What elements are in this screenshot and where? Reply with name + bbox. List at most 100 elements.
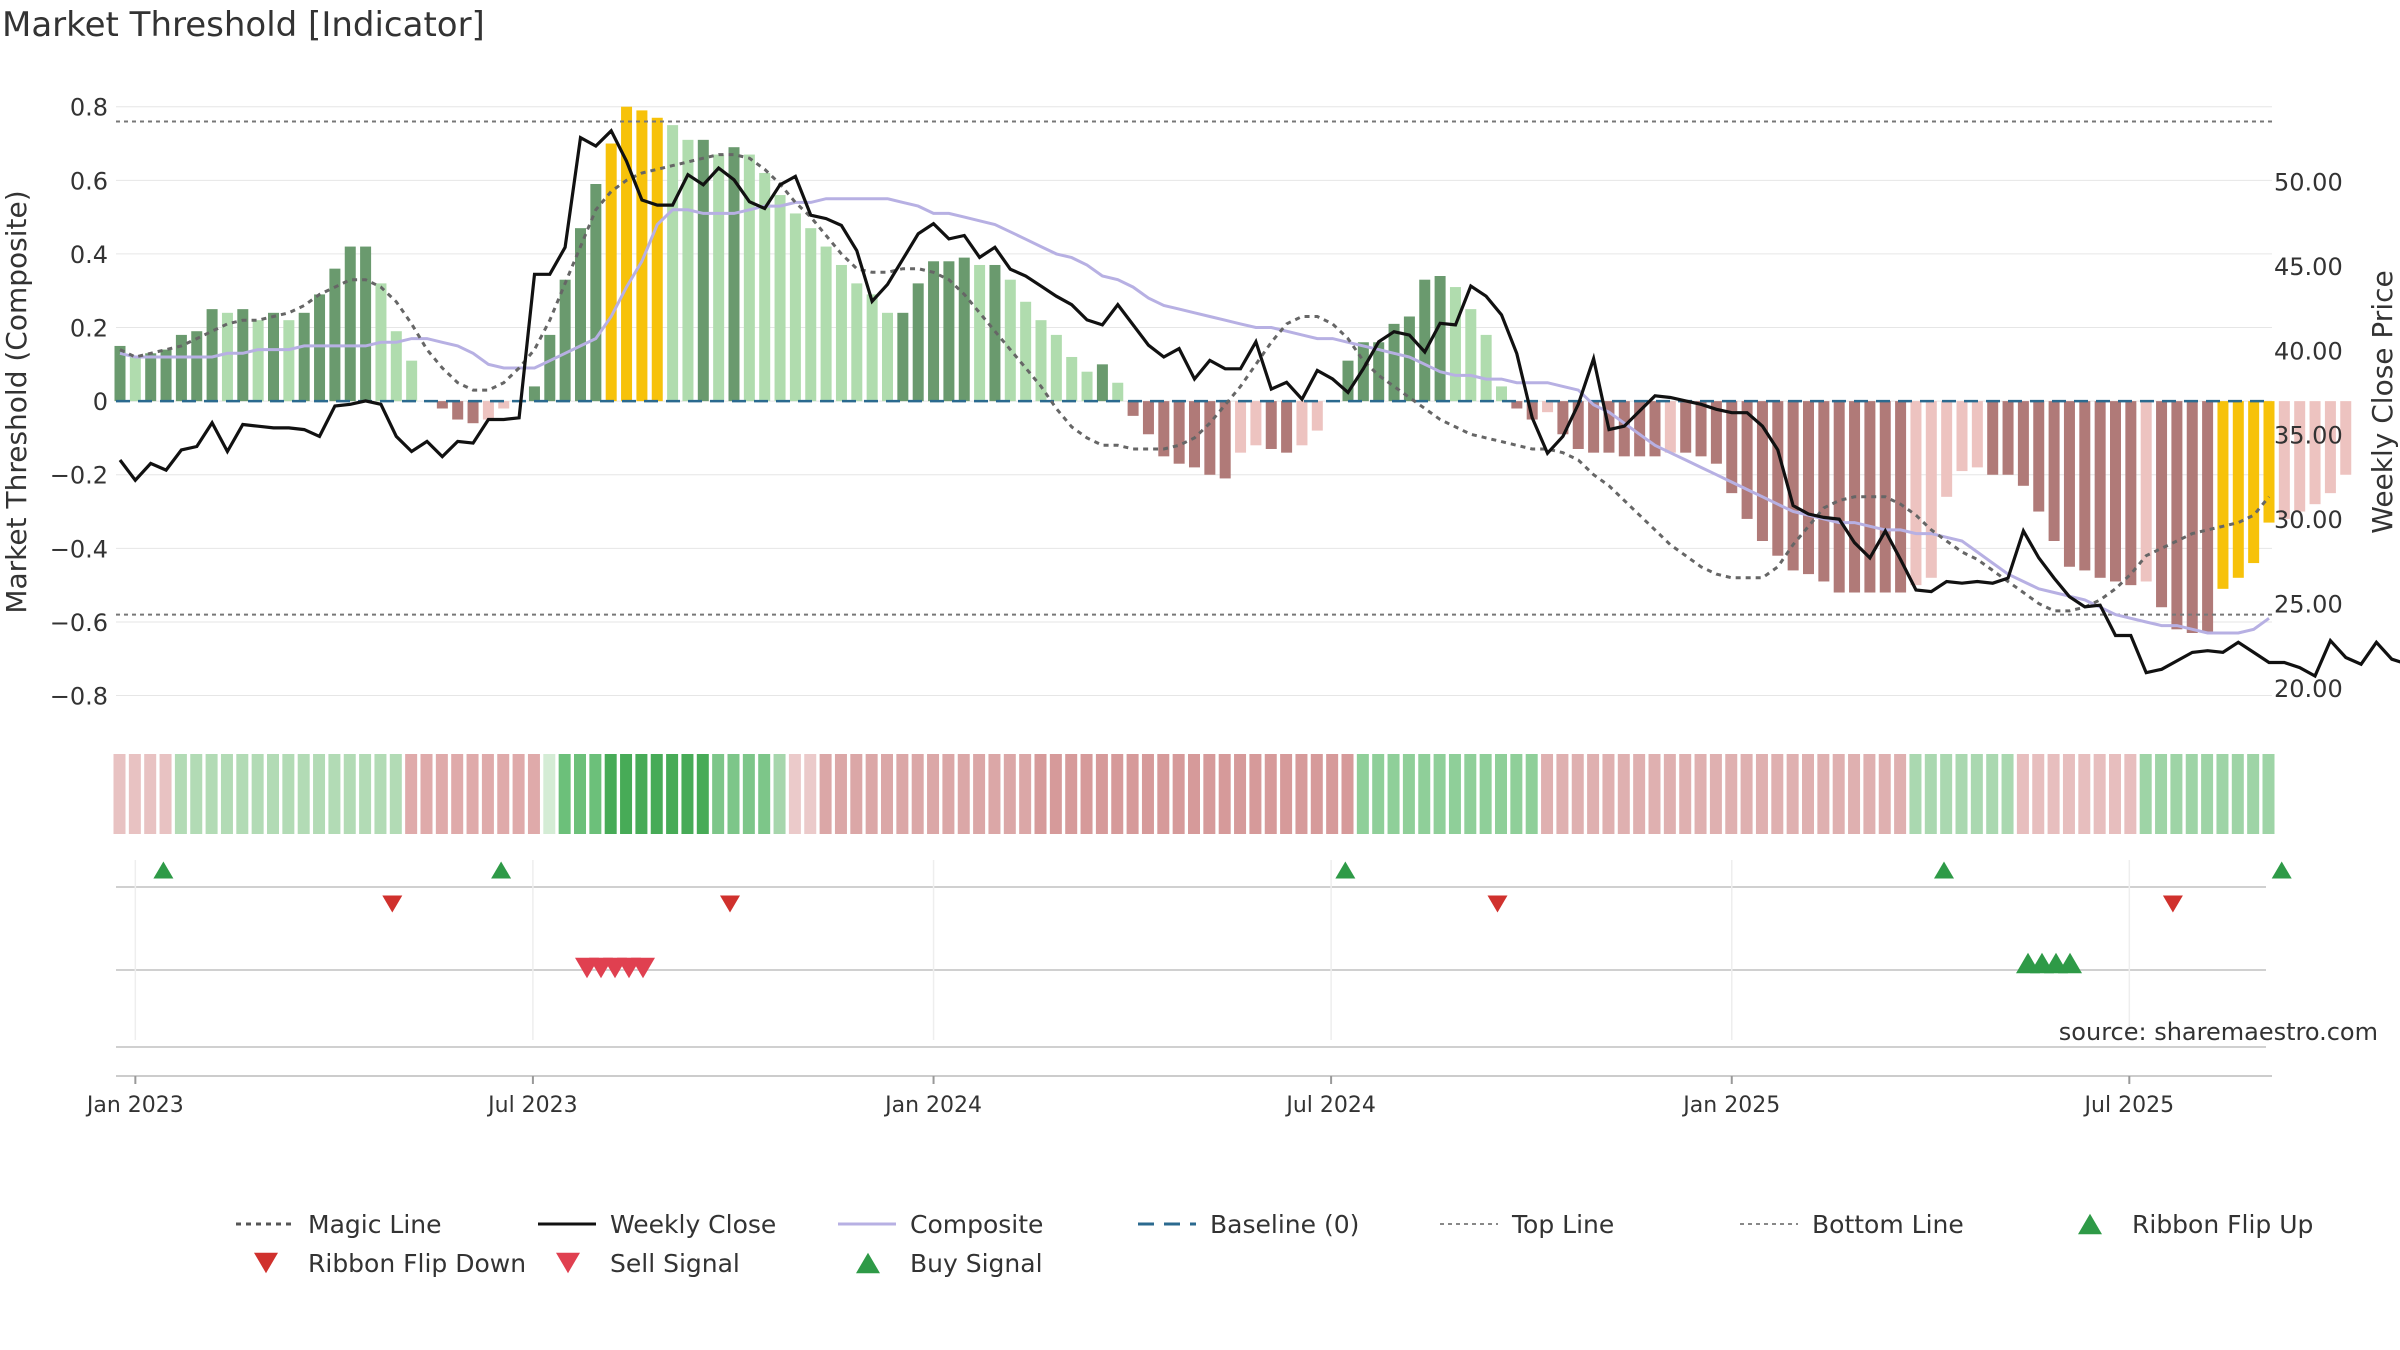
ribbon-cell xyxy=(282,754,295,834)
threshold-bar xyxy=(728,147,740,402)
ribbon-flip-up-marker xyxy=(1934,861,1954,879)
threshold-bar xyxy=(743,154,755,402)
sell-signal-marker xyxy=(631,957,655,979)
ribbon-cell xyxy=(1172,754,1185,834)
x-tick-label: Jan 2024 xyxy=(883,1093,982,1118)
legend-label: Weekly Close xyxy=(610,1210,776,1239)
threshold-bar xyxy=(1741,401,1753,519)
threshold-bar xyxy=(268,312,279,402)
ribbon-cell xyxy=(635,754,648,834)
ribbon-cell xyxy=(2170,754,2183,834)
threshold-bar xyxy=(1833,401,1845,593)
ribbon-cell xyxy=(2247,754,2260,834)
threshold-bar xyxy=(912,283,924,402)
ribbon-cell xyxy=(1418,754,1431,834)
ribbon-cell xyxy=(527,754,540,834)
ribbon-cell xyxy=(1602,754,1615,834)
ribbon-cell xyxy=(1234,754,1247,834)
ribbon-cell xyxy=(1402,754,1415,834)
legend-label: Buy Signal xyxy=(910,1249,1043,1278)
threshold-bar xyxy=(2063,401,2075,567)
ribbon-cell xyxy=(1203,754,1216,834)
ribbon-cell xyxy=(128,754,141,834)
ribbon-cell xyxy=(2016,754,2029,834)
threshold-bar xyxy=(1803,401,1814,575)
ribbon-cell xyxy=(1218,754,1231,834)
threshold-bar xyxy=(759,172,771,402)
threshold-bar xyxy=(590,184,602,402)
ribbon-cell xyxy=(405,754,418,834)
threshold-bar xyxy=(928,261,940,402)
ribbon-cell xyxy=(144,754,157,834)
y2-tick-label: 20.00 xyxy=(2274,675,2343,703)
ribbon-cell xyxy=(1740,754,1753,834)
ribbon-cell xyxy=(1755,754,1768,834)
threshold-bar xyxy=(1096,364,1108,402)
x-tick-label: Jul 2023 xyxy=(486,1093,578,1118)
ribbon-cell xyxy=(1633,754,1646,834)
bars xyxy=(114,106,2352,633)
threshold-bar xyxy=(221,312,233,402)
ribbon-cell xyxy=(512,754,525,834)
threshold-bar xyxy=(482,401,494,420)
ribbon-cell xyxy=(1587,754,1600,834)
threshold-bar xyxy=(1403,316,1415,402)
ribbon-cell xyxy=(343,754,356,834)
threshold-bar xyxy=(805,228,817,402)
x-tick-label: Jan 2025 xyxy=(1681,1093,1780,1118)
x-tick-label: Jul 2024 xyxy=(1284,1093,1376,1118)
threshold-bar xyxy=(452,401,464,420)
ribbon-cell xyxy=(1817,754,1830,834)
ribbon-cell xyxy=(1019,754,1032,834)
ribbon-cell xyxy=(1863,754,1876,834)
ribbon-cell xyxy=(881,754,893,834)
threshold-bar xyxy=(2217,401,2229,589)
threshold-bar xyxy=(2186,401,2198,633)
threshold-bar xyxy=(314,294,326,402)
threshold-bar xyxy=(974,264,986,402)
ribbon-cell xyxy=(1310,754,1323,834)
threshold-bar xyxy=(1496,386,1507,402)
legend-label: Sell Signal xyxy=(610,1249,740,1278)
y2-tick-label: 50.00 xyxy=(2274,168,2343,196)
ribbon-cell xyxy=(1479,754,1492,834)
threshold-bar xyxy=(1542,401,1554,413)
threshold-bar xyxy=(1664,401,1676,453)
legend-swatch xyxy=(556,1252,580,1274)
threshold-bar xyxy=(1726,401,1738,494)
threshold-bar xyxy=(1557,401,1569,435)
threshold-bar xyxy=(2232,401,2244,578)
threshold-bar xyxy=(1787,401,1799,571)
ribbon-cell xyxy=(589,754,602,834)
threshold-bar xyxy=(2125,401,2137,586)
ribbon-cell xyxy=(834,754,847,834)
threshold-bar xyxy=(2033,401,2045,512)
threshold-bar xyxy=(1756,401,1768,541)
ribbon-cell xyxy=(159,754,172,834)
threshold-bar xyxy=(1112,382,1124,402)
legend: Magic Line Weekly Close Composite Baseline … xyxy=(236,1210,2313,1278)
ribbon-cell xyxy=(911,754,924,834)
ribbon-flip-down-marker xyxy=(382,895,403,913)
ribbon-cell xyxy=(850,754,863,834)
ribbon-flip-up-marker xyxy=(1335,861,1356,879)
threshold-bar xyxy=(1818,401,1830,582)
threshold-bar xyxy=(1204,401,1216,475)
ribbon-cell xyxy=(2032,754,2045,834)
ribbon-cell xyxy=(973,754,986,834)
threshold-bar xyxy=(436,401,448,409)
ribbon xyxy=(113,754,2275,834)
ribbon-cell xyxy=(727,754,740,834)
buy-signal-marker xyxy=(2058,952,2082,974)
ribbon-cell xyxy=(1955,754,1968,834)
threshold-bar xyxy=(1634,401,1646,457)
threshold-bar xyxy=(2094,401,2106,578)
threshold-bar xyxy=(1449,287,1461,402)
ribbon-cell xyxy=(1065,754,1078,834)
threshold-bar xyxy=(835,264,847,402)
ribbon-cell xyxy=(220,754,233,834)
ribbon-cell xyxy=(205,754,218,834)
threshold-bar xyxy=(559,279,571,402)
lines xyxy=(116,120,2400,679)
ribbon-cell xyxy=(1095,754,1108,834)
